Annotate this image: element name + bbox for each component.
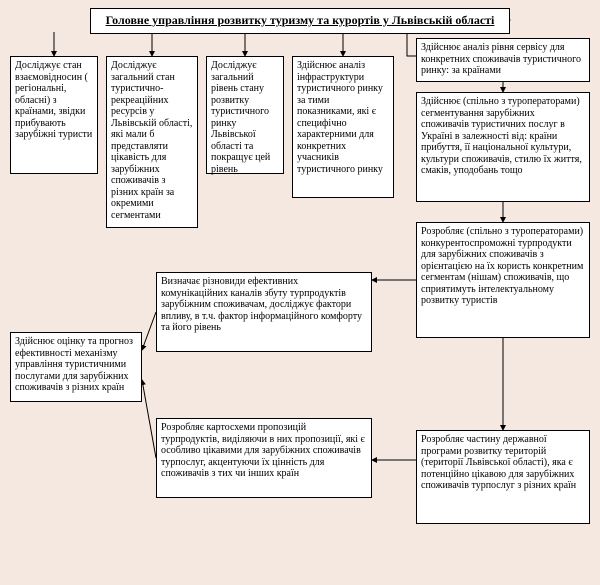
node-b3: Досліджує загальний рівень стану розвитк… <box>206 56 284 174</box>
diagram-canvas: Головне управління розвитку туризму та к… <box>0 0 600 585</box>
node-b9: Розробляє картосхеми пропозицій турпроду… <box>156 418 372 498</box>
node-b8: Визначає різновиди ефективних комунікаці… <box>156 272 372 352</box>
edge-b8-b10 <box>142 312 156 350</box>
node-b1: Досліджує стан взаємовідносин ( регіонал… <box>10 56 98 174</box>
node-b5: Здійснює аналіз рівня сервісу для конкре… <box>416 38 590 82</box>
node-b7: Розробляє (спільно з туроператорами) кон… <box>416 222 590 338</box>
node-b6: Здійснює (спільно з туроператорами) сегм… <box>416 92 590 202</box>
node-b11: Розробляє частину державної програми роз… <box>416 430 590 524</box>
node-b4: Здійснює аналіз інфраструктури туристичн… <box>292 56 394 198</box>
node-title: Головне управління розвитку туризму та к… <box>90 8 510 34</box>
node-b10: Здійснює оцінку та прогноз ефективності … <box>10 332 142 402</box>
node-b2: Досліджує загальний стан туристично-рекр… <box>106 56 198 228</box>
edge-b9-b10 <box>142 380 156 458</box>
